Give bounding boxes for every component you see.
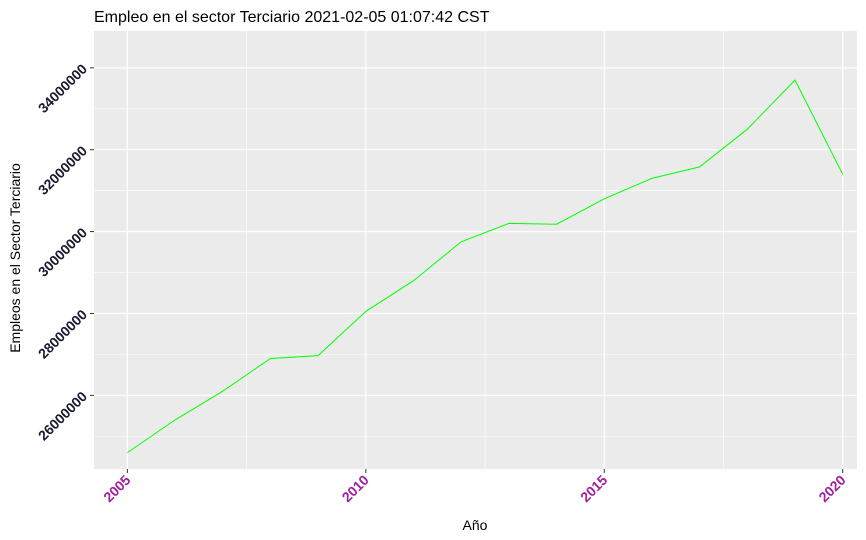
plot-panel bbox=[94, 31, 857, 469]
y-axis: 26000000 28000000 30000000 32000000 34000000 bbox=[35, 61, 94, 444]
y-axis-title: Empleos en el Sector Terciario bbox=[7, 163, 23, 353]
y-tick-label: 28000000 bbox=[35, 306, 91, 362]
minor-gridlines bbox=[94, 31, 857, 469]
y-tick-label: 34000000 bbox=[35, 61, 91, 117]
x-tick-label: 2015 bbox=[577, 472, 610, 505]
x-axis-title: Año bbox=[463, 517, 488, 533]
x-tick-label: 2005 bbox=[100, 472, 133, 505]
y-tick-label: 32000000 bbox=[35, 142, 91, 198]
data-series bbox=[127, 79, 844, 454]
chart-title: Empleo en el sector Terciario 2021-02-05… bbox=[94, 9, 490, 26]
series-line bbox=[127, 79, 844, 454]
x-tick-label: 2020 bbox=[815, 472, 848, 505]
y-tick-label: 30000000 bbox=[35, 224, 91, 280]
major-gridlines bbox=[94, 31, 857, 469]
x-tick-label: 2010 bbox=[339, 472, 372, 505]
x-axis: 2005 2010 2015 2020 bbox=[100, 469, 849, 505]
y-tick-label: 26000000 bbox=[35, 388, 91, 444]
